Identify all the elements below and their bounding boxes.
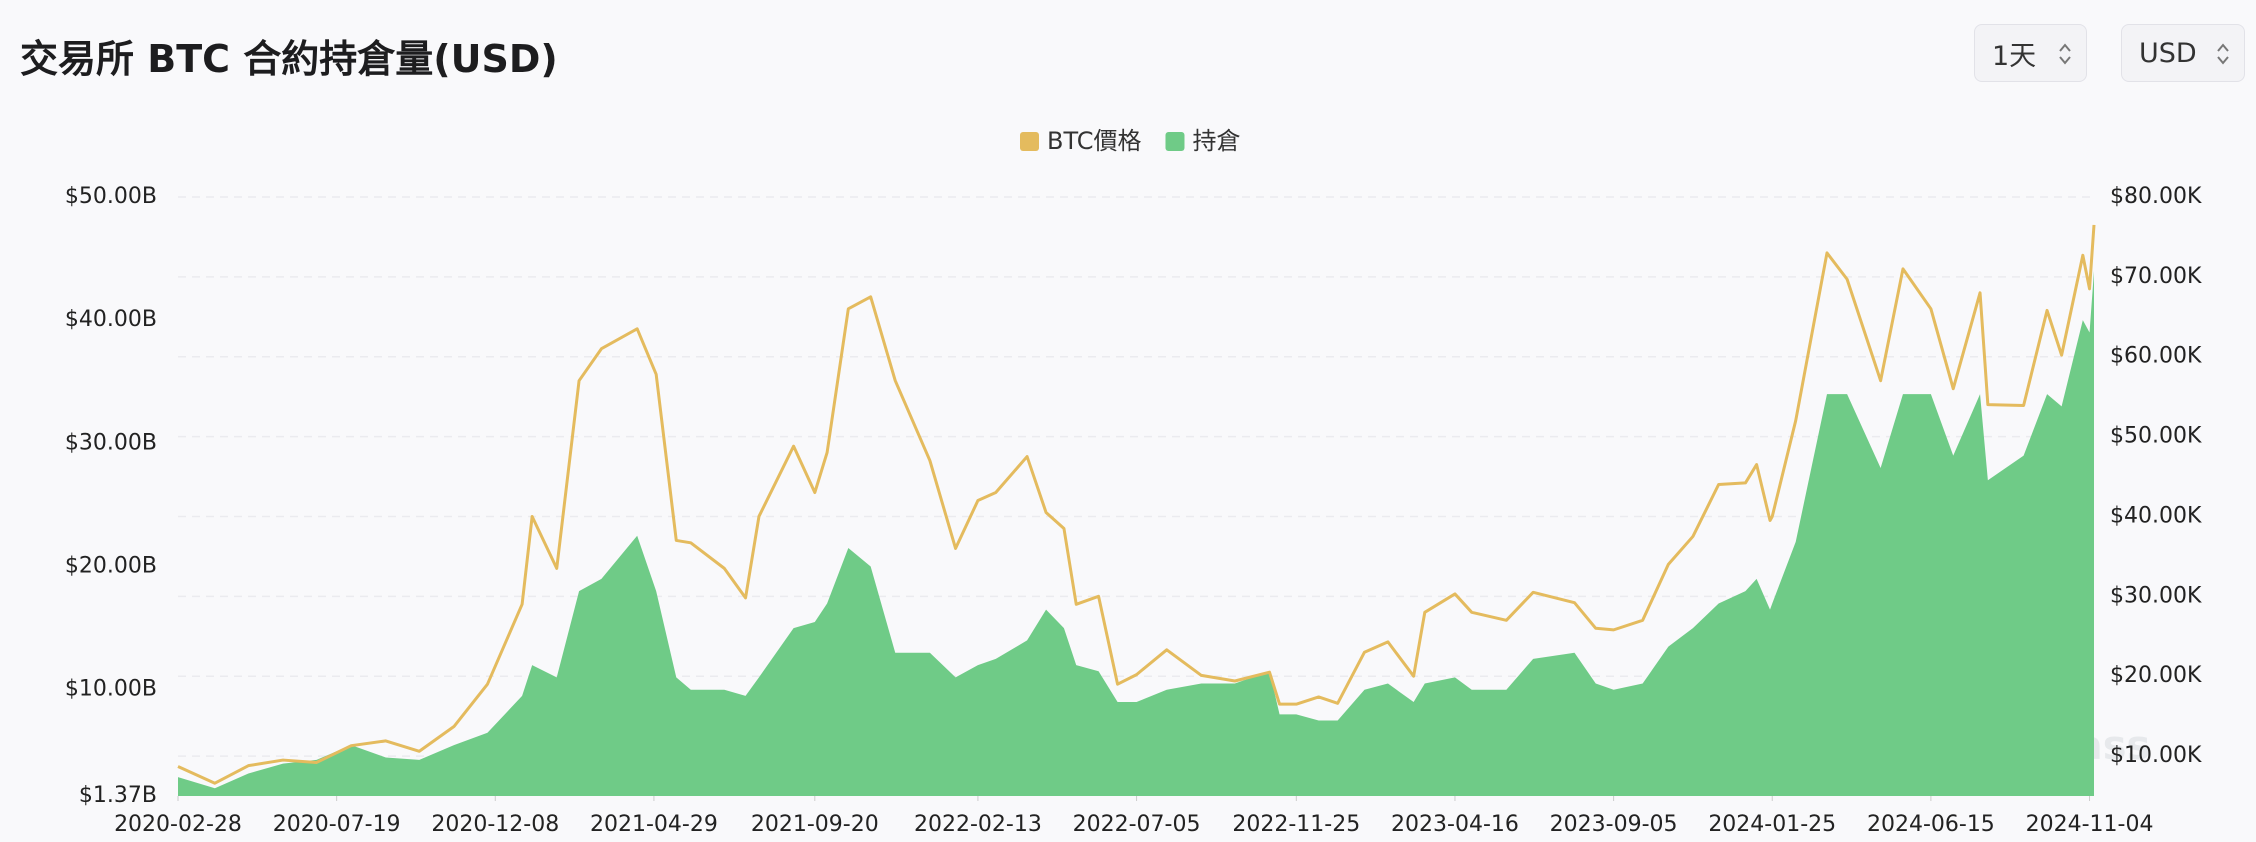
x-tick-label: 2022-11-25 [1232,812,1360,837]
y2-tick-label: $60.00K [2110,344,2202,369]
x-tick-label: 2024-06-15 [1867,812,1995,837]
interval-label: 1天 [1992,40,2037,72]
x-tick-label: 2024-11-04 [2026,812,2154,837]
x-tick-label: 2021-09-20 [751,812,879,837]
y-tick-label: $50.00B [65,184,157,209]
legend-label: 持倉 [1192,127,1240,155]
y2-tick-label: $50.00K [2110,424,2202,449]
chevron [2059,43,2071,65]
page-title: 交易所 BTC 合約持倉量(USD) [20,37,558,81]
chevron [2217,43,2229,65]
y2-tick-label: $30.00K [2110,583,2202,608]
x-tick-label: 2022-07-05 [1073,812,1201,837]
y-tick-label: $20.00B [65,554,157,579]
x-tick-label: 2023-04-16 [1391,812,1519,837]
legend-label: BTC價格 [1047,127,1141,155]
y2-tick-label: $80.00K [2110,184,2202,209]
y2-tick-label: $20.00K [2110,663,2202,688]
y-tick-label: $1.37B [79,783,157,808]
oi-area [178,270,2094,796]
y2-tick-label: $40.00K [2110,503,2202,528]
x-tick-label: 2020-02-28 [114,812,242,837]
x-tick-label: 2024-01-25 [1708,812,1836,837]
y2-tick-label: $10.00K [2110,743,2202,768]
y2-tick-label: $70.00K [2110,264,2202,289]
x-tick-label: 2020-07-19 [273,812,401,837]
x-tick-label: 2021-04-29 [590,812,718,837]
currency-label: USD [2139,37,2197,69]
legend-swatch [1020,132,1039,151]
y-tick-label: $40.00B [65,307,157,332]
legend-swatch [1165,132,1185,151]
x-tick-label: 2023-09-05 [1550,812,1678,837]
y-tick-label: $10.00B [65,677,157,702]
x-tick-label: 2020-12-08 [431,812,559,837]
x-tick-label: 2022-02-13 [914,812,1042,837]
y-tick-label: $30.00B [65,430,157,455]
interval-select[interactable]: 1天 [1974,24,2087,82]
currency-select[interactable]: USD [2121,24,2245,82]
price-line [177,224,2096,785]
